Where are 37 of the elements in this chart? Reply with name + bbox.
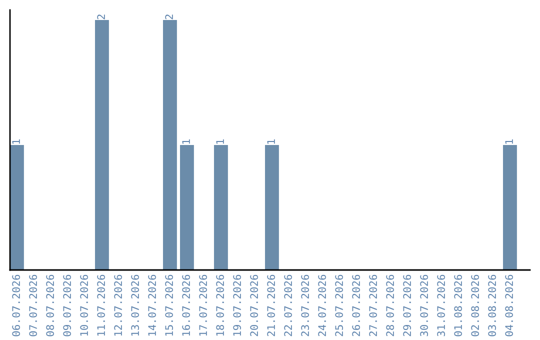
data-label: 2 [165, 14, 173, 20]
x-tick-label: 21.07.2026 [267, 274, 276, 336]
x-tick-label: 22.07.2026 [284, 274, 292, 336]
data-label: 1 [267, 139, 275, 144]
x-tick-label: 08.07.2026 [46, 274, 54, 336]
data-label: 1 [505, 139, 513, 144]
x-tick-label: 06.07.2026 [12, 274, 20, 336]
x-tick-label: 23.07.2026 [301, 274, 310, 336]
data-label: 1 [12, 139, 20, 144]
x-tick-label: 15.07.2026 [165, 274, 174, 336]
x-tick-label: 28.07.2026 [386, 274, 394, 336]
x-tick-label: 18.07.2026 [216, 274, 224, 336]
x-tick-label: 01.08.2026 [454, 274, 462, 336]
x-tick-label: 17.07.2026 [199, 274, 208, 336]
data-label: 1 [216, 139, 224, 144]
data-label: 2 [97, 14, 105, 20]
x-tick-label: 13.07.2026 [131, 274, 140, 336]
x-tick-label: 14.07.2026 [148, 274, 156, 336]
x-tick-label: 31.07.2026 [437, 274, 446, 336]
x-tick-label: 04.08.2026 [505, 274, 514, 336]
data-label: 1 [182, 139, 190, 144]
x-tick-label: 10.07.2026 [80, 274, 88, 336]
x-tick-label: 12.07.2026 [114, 274, 122, 336]
x-tick-label: 03.08.2026 [488, 274, 496, 336]
x-tick-label: 25.07.2026 [335, 274, 344, 336]
x-tick-label: 27.07.2026 [369, 274, 378, 336]
x-tick-label: 11.07.2026 [97, 274, 106, 336]
x-tick-label: 19.07.2026 [233, 274, 242, 336]
x-tick-label: 16.07.2026 [182, 274, 190, 336]
x-tick-label: 24.07.2026 [318, 274, 326, 336]
x-tick-label: 09.07.2026 [63, 274, 72, 336]
x-tick-label: 26.07.2026 [352, 274, 360, 336]
x-tick-label: 02.08.2026 [471, 274, 480, 336]
x-tick-label: 29.07.2026 [403, 274, 412, 336]
x-tick-label: 30.07.2026 [420, 274, 428, 336]
x-tick-label: 07.07.2026 [29, 274, 38, 336]
x-tick-label: 20.07.2026 [250, 274, 258, 336]
